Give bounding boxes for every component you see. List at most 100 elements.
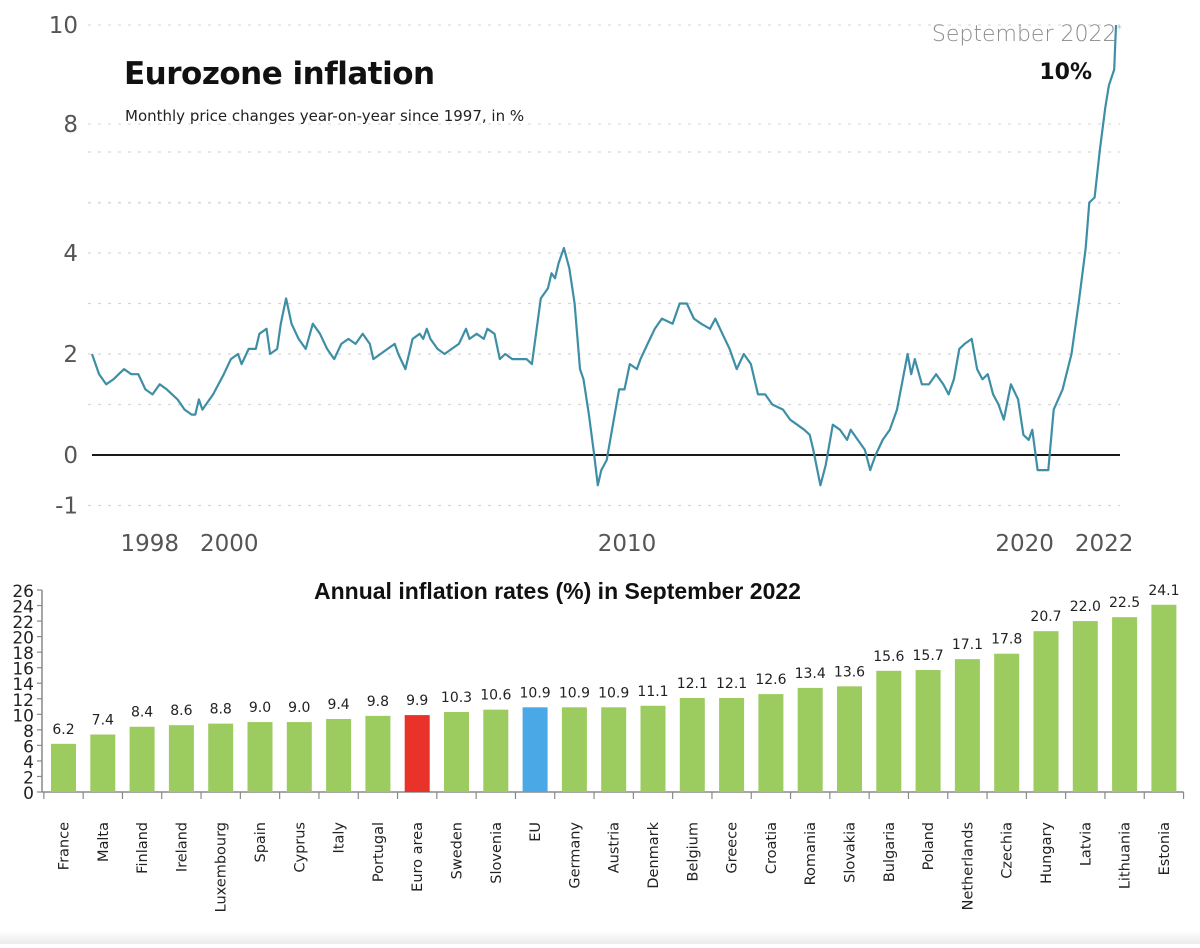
data-label: 9.0: [288, 700, 310, 716]
data-label: 9.0: [249, 700, 271, 716]
bar-spain: [247, 722, 273, 792]
data-label: 6.2: [52, 722, 74, 738]
category-label: EU: [528, 822, 544, 842]
bar-bulgaria: [876, 670, 902, 792]
category-label: Cyprus: [292, 822, 308, 873]
x-tick-label: 2020: [995, 531, 1054, 557]
data-label: 9.4: [327, 697, 349, 713]
x-tick-label: 2010: [598, 531, 657, 557]
category-label: Finland: [135, 822, 151, 874]
data-label: 9.8: [367, 694, 389, 710]
category-label: Hungary: [1039, 822, 1055, 884]
bar-sweden: [444, 711, 469, 792]
y-tick-label: 14: [12, 675, 34, 695]
y-tick-label: 26: [12, 582, 34, 602]
category-label: Belgium: [685, 822, 701, 881]
category-label: Slovakia: [843, 822, 859, 883]
data-label: 20.7: [1030, 609, 1061, 625]
y-tick-label: 8: [23, 722, 34, 742]
category-label: Romania: [803, 822, 819, 885]
bar-romania: [797, 687, 823, 792]
category-label: Latvia: [1078, 822, 1094, 866]
annual-inflation-bar-chart: 0 2 4 6 8 10 12 14 16 18 20 22 24 26 6.2 France 7.4 Malta…: [0, 570, 1200, 944]
latest-date-annotation: September 2022*: [932, 22, 1122, 47]
y-tick-label: 0: [23, 784, 34, 804]
bar-chart-svg: 024681012141618202224266.2France7.4Malta…: [12, 582, 1185, 912]
bar-chart-title: Annual inflation rates (%) in September …: [314, 578, 801, 604]
y-tick-label: 2: [23, 768, 34, 788]
data-label: 10.6: [480, 688, 511, 704]
x-tick-label: 2000: [200, 531, 259, 557]
data-label: 10.9: [559, 685, 590, 701]
bar-france: [51, 743, 76, 792]
bar-hungary: [1033, 631, 1059, 792]
category-label: Euro area: [410, 822, 426, 892]
category-label: Czechia: [1000, 822, 1016, 879]
category-label: France: [57, 822, 73, 870]
category-label: Sweden: [450, 822, 466, 879]
data-label: 8.6: [170, 703, 192, 719]
bar-portugal: [365, 715, 391, 792]
data-label: 11.1: [637, 684, 668, 700]
data-label: 13.4: [795, 666, 826, 682]
data-label: 10.9: [598, 685, 629, 701]
category-label: Slovenia: [489, 822, 505, 884]
y-tick-label: 10: [12, 706, 34, 726]
bar-slovakia: [837, 686, 862, 792]
y-tick-label: 4: [63, 241, 78, 267]
category-label: Bulgaria: [882, 822, 898, 882]
bar-ireland: [168, 725, 194, 792]
y-tick-label: 4: [23, 753, 34, 773]
data-label: 17.8: [991, 632, 1022, 648]
data-label: 10.3: [441, 690, 472, 706]
data-label: 9.9: [406, 693, 428, 709]
bar-cyprus: [286, 722, 312, 792]
category-label: Poland: [921, 822, 937, 870]
bar-luxembourg: [208, 723, 234, 792]
annotation-marker: *: [1116, 22, 1123, 36]
bar-lithuania: [1112, 617, 1138, 792]
category-label: Austria: [607, 822, 623, 873]
data-label: 12.1: [677, 676, 708, 692]
y-tick-label: 8: [63, 112, 78, 138]
category-label: Luxembourg: [214, 822, 230, 912]
bar-netherlands: [954, 659, 980, 792]
bar-czechia: [994, 653, 1020, 792]
data-label: 7.4: [92, 713, 114, 729]
y-tick-label: 18: [12, 644, 34, 664]
category-label: Malta: [96, 822, 112, 862]
eurozone-inflation-chart: 10 8 4 2 0 -1 1998 2000 2010 2020 2022 Eurozone in…: [49, 13, 1134, 557]
y-tick-label: -1: [55, 494, 78, 520]
x-tick-label: 1998: [120, 531, 179, 557]
bar-germany: [561, 707, 587, 792]
y-tick-label: 20: [12, 629, 34, 649]
bar-malta: [90, 734, 116, 792]
bar-denmark: [640, 705, 666, 792]
bar-eu: [522, 707, 548, 792]
data-label: 8.8: [210, 702, 232, 718]
category-label: Italy: [332, 822, 348, 854]
data-label: 24.1: [1148, 583, 1179, 599]
category-label: Estonia: [1157, 822, 1173, 875]
y-tick-label: 10: [49, 13, 78, 39]
bottom-edge-shadow: [0, 930, 1200, 944]
category-label: Greece: [725, 822, 741, 874]
data-label: 12.1: [716, 676, 747, 692]
category-label: Denmark: [646, 821, 662, 888]
category-label: Croatia: [764, 822, 780, 874]
data-label: 8.4: [131, 705, 153, 721]
bar-greece: [719, 697, 745, 792]
bar-poland: [915, 670, 941, 792]
y-tick-label: 24: [12, 598, 34, 618]
data-label: 22.5: [1109, 595, 1140, 611]
bar-austria: [601, 707, 627, 792]
bar-latvia: [1072, 621, 1098, 792]
bar-belgium: [679, 697, 705, 792]
y-tick-label: 16: [12, 660, 34, 680]
y-tick-label: 12: [12, 691, 34, 711]
annotation-label: September 2022: [931, 22, 1117, 47]
data-label: 15.6: [873, 649, 904, 665]
chart-subtitle: Monthly price changes year-on-year since…: [125, 107, 525, 125]
category-label: Spain: [253, 822, 269, 863]
data-label: 10.9: [520, 685, 551, 701]
